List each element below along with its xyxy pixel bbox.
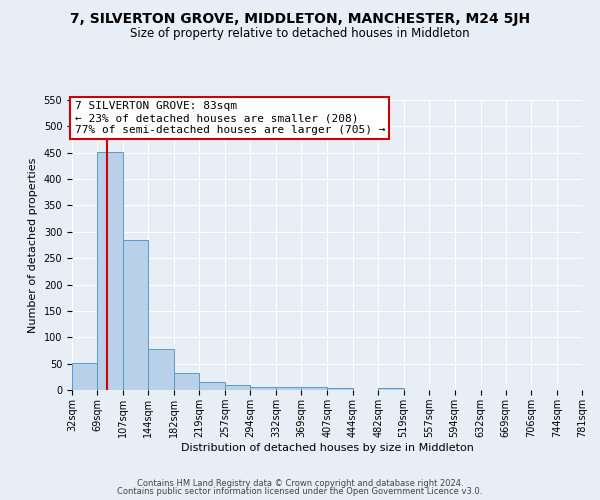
Text: Size of property relative to detached houses in Middleton: Size of property relative to detached ho…: [130, 28, 470, 40]
Bar: [250, 387, 276, 390]
Text: Contains public sector information licensed under the Open Government Licence v3: Contains public sector information licen…: [118, 487, 482, 496]
X-axis label: Distribution of detached houses by size in Middleton: Distribution of detached houses by size …: [181, 442, 473, 452]
Bar: [301, 388, 328, 390]
Bar: [97, 152, 123, 390]
Bar: [199, 382, 225, 390]
Bar: [379, 388, 404, 390]
Bar: [225, 384, 250, 390]
Text: 7, SILVERTON GROVE, MIDDLETON, MANCHESTER, M24 5JH: 7, SILVERTON GROVE, MIDDLETON, MANCHESTE…: [70, 12, 530, 26]
Text: Contains HM Land Registry data © Crown copyright and database right 2024.: Contains HM Land Registry data © Crown c…: [137, 478, 463, 488]
Text: 7 SILVERTON GROVE: 83sqm
← 23% of detached houses are smaller (208)
77% of semi-: 7 SILVERTON GROVE: 83sqm ← 23% of detach…: [74, 102, 385, 134]
Bar: [276, 388, 301, 390]
Bar: [123, 240, 148, 390]
Bar: [148, 349, 174, 390]
Bar: [328, 388, 353, 390]
Y-axis label: Number of detached properties: Number of detached properties: [28, 158, 38, 332]
Bar: [72, 362, 97, 390]
Bar: [174, 373, 199, 390]
